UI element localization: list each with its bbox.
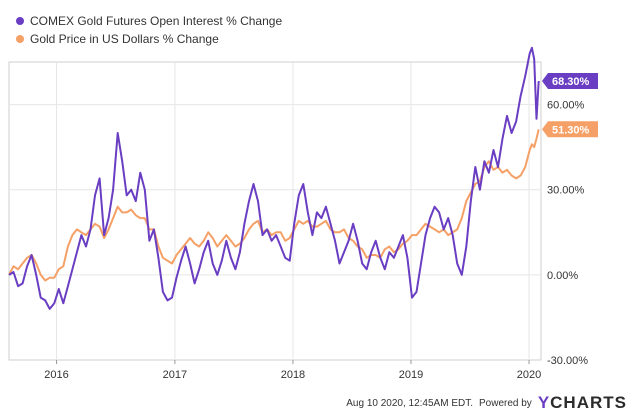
y-tick-label: -30.00% (547, 355, 588, 367)
chart-footer: Aug 10 2020, 12:45AM EDT. Powered by YCH… (346, 393, 627, 413)
x-tick-label: 2017 (163, 369, 187, 381)
legend-label-gold-price: Gold Price in US Dollars % Change (30, 32, 219, 46)
x-tick-label: 2016 (44, 369, 68, 381)
footer-powered-by: Powered by (479, 397, 532, 409)
chart-legend: COMEX Gold Futures Open Interest % Chang… (16, 12, 282, 48)
plot-frame (8, 61, 542, 361)
legend-label-open-interest: COMEX Gold Futures Open Interest % Chang… (30, 14, 283, 28)
legend-swatch-gold-price (16, 35, 24, 43)
x-tick-label: 2019 (399, 369, 423, 381)
legend-item-open-interest[interactable]: COMEX Gold Futures Open Interest % Chang… (16, 12, 282, 30)
y-tick-label: 0.00% (547, 270, 578, 282)
end-flag-open-interest (542, 73, 598, 90)
legend-swatch-open-interest (16, 17, 24, 25)
y-tick-label: 60.00% (547, 100, 585, 112)
end-flag-gold-price (542, 121, 598, 138)
end-label-gold-price: 51.30% (552, 124, 590, 136)
end-label-open-interest: 68.30% (552, 76, 590, 88)
footer-date: Aug 10 2020, 12:45AM EDT. (346, 397, 473, 409)
series-line-open-interest (8, 46, 540, 310)
x-tick-label: 2018 (281, 369, 305, 381)
y-tick-label: 30.00% (547, 185, 585, 197)
ycharts-logo[interactable]: YCHARTS (537, 393, 627, 412)
series-line-gold-price (8, 129, 540, 282)
legend-item-gold-price[interactable]: Gold Price in US Dollars % Change (16, 30, 282, 48)
x-tick-label: 2020 (517, 369, 541, 381)
